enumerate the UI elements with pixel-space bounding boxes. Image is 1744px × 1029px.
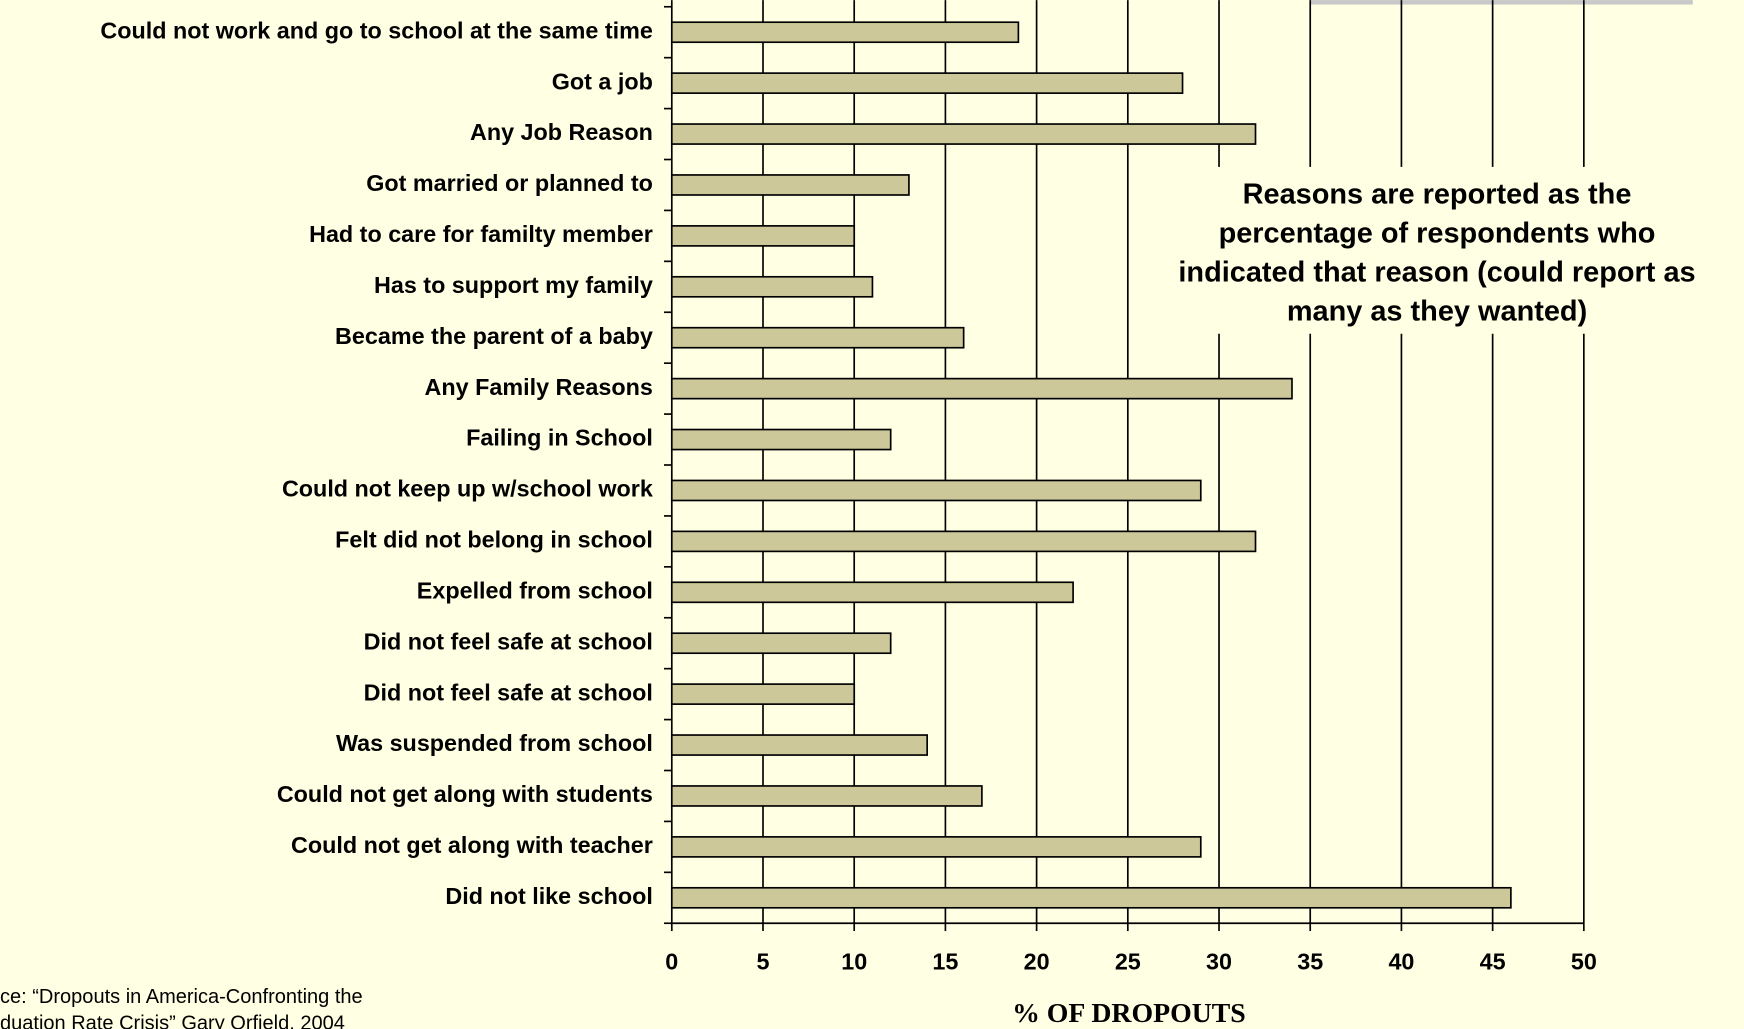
x-tick-label: 45	[1480, 948, 1506, 974]
header-bar	[1310, 0, 1693, 5]
y-tick-label: Could not get along with teacher	[291, 832, 653, 858]
bar	[670, 581, 1074, 604]
y-tick-label: Became the parent of a baby	[335, 323, 653, 349]
y-tick-label: Failing in School	[466, 425, 653, 451]
y-tick-label: Got a job	[552, 68, 653, 94]
y-tick-label: Any Job Reason	[470, 119, 653, 145]
y-tick-label: Expelled from school	[417, 577, 653, 603]
y-tick-label: Had to care for familty member	[309, 221, 653, 247]
y-tick-label: Was suspended from school	[336, 730, 653, 756]
bar	[670, 785, 983, 807]
source: duation Rate Crisis” Gary Orfield, 2004	[0, 1013, 345, 1029]
annotation: percentage of respondents who	[1219, 217, 1656, 249]
y-tick-label: Did not feel safe at school	[364, 679, 653, 705]
bar	[670, 225, 856, 247]
x-tick-label: 5	[757, 948, 770, 974]
x-tick-label: 15	[932, 948, 958, 974]
y-tick-label: Felt did not belong in school	[335, 527, 653, 553]
y-tick-label: Has to support my family	[374, 272, 653, 298]
bar	[670, 886, 1512, 909]
bar	[670, 123, 1257, 145]
bar	[670, 21, 1020, 44]
bar	[670, 377, 1293, 400]
y-tick-label: Could not keep up w/school work	[282, 476, 653, 502]
x-tick-label: 40	[1388, 948, 1414, 974]
annotation: indicated that reason (could report as	[1178, 256, 1695, 288]
x-axis-label: % OF DROPOUTS	[1012, 998, 1246, 1029]
x-tick-label: 50	[1571, 948, 1597, 974]
y-tick-label: Got married or planned to	[366, 170, 653, 196]
bar	[670, 734, 929, 756]
y-tick-label: Did not feel safe at school	[364, 628, 653, 654]
bar	[670, 632, 892, 655]
bar	[670, 479, 1202, 502]
x-tick-label: 20	[1024, 948, 1050, 974]
x-tick-label: 30	[1206, 948, 1232, 974]
bar	[670, 836, 1202, 858]
x-tick-label: 0	[665, 948, 678, 974]
x-tick-label: 25	[1115, 948, 1141, 974]
y-tick-label: Did not like school	[445, 883, 653, 909]
annotation: Reasons are reported as the	[1243, 178, 1632, 210]
bar	[670, 275, 874, 298]
bar	[670, 530, 1257, 553]
bar	[670, 428, 892, 451]
source: ce: “Dropouts in America-Confronting the	[0, 986, 363, 1008]
y-tick-label: Any Family Reasons	[425, 374, 653, 400]
annotation-bg	[1145, 166, 1736, 334]
annotation: many as they wanted)	[1287, 295, 1587, 327]
bar	[670, 174, 910, 196]
bar	[670, 683, 856, 705]
bar	[670, 326, 965, 349]
bar	[670, 72, 1184, 94]
x-tick-label: 10	[841, 948, 867, 974]
y-tick-label: Could not get along with students	[277, 781, 653, 807]
x-tick-label: 35	[1297, 948, 1323, 974]
y-tick-label: Could not work and go to school at the s…	[100, 17, 653, 43]
